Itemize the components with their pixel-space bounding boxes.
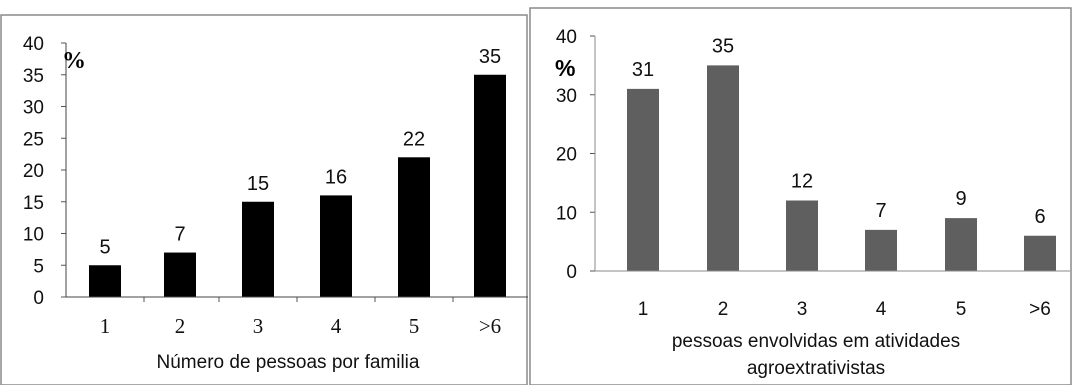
right-y-tick-label: 20	[556, 145, 577, 166]
right-x-axis-label-line-2: agroextrativistas	[747, 358, 885, 379]
right-data-label: 12	[791, 171, 813, 193]
left-chart-panel: 0 5 10 15 20 25 30 35 40 5 7 15 16 22 35 1 2 3 4 5 >6 % Nú…	[0, 0, 528, 385]
left-unit-label: %	[62, 48, 86, 74]
right-chart-border	[529, 7, 1072, 385]
right-bar-3	[786, 200, 818, 271]
left-chart: 0 5 10 15 20 25 30 35 40 5 7 15 16 22 35 1 2 3 4 5 >6 % Nú…	[0, 14, 528, 385]
left-y-tick-label: 25	[23, 129, 44, 150]
left-data-label: 5	[99, 236, 110, 258]
left-data-label: 7	[174, 224, 185, 246]
left-y-tick-label: 0	[33, 288, 44, 309]
left-category-label: 2	[175, 314, 186, 338]
right-x-axis-label-line-1: pessoas envolvidas em atividades	[672, 331, 960, 352]
left-x-axis-label: Número de pessoas por familia	[157, 352, 420, 373]
left-y-tick-label: 40	[23, 34, 44, 55]
left-y-tick-label: 35	[23, 66, 44, 87]
left-category-label: 5	[409, 314, 420, 338]
left-bar-5	[398, 157, 430, 297]
right-data-label: 35	[712, 35, 734, 57]
left-data-label: 22	[403, 128, 425, 150]
left-y-tick-label: 10	[23, 225, 44, 246]
right-bar-6	[1024, 235, 1056, 271]
left-data-label: 15	[247, 173, 269, 195]
left-y-tick-label: 5	[33, 256, 44, 277]
left-bar-3	[242, 201, 274, 297]
right-category-label: 5	[956, 299, 967, 320]
right-y-tick-label: 30	[556, 86, 577, 107]
left-category-label: >6	[479, 314, 501, 338]
left-category-label: 4	[331, 314, 342, 338]
right-bar-4	[865, 229, 897, 271]
left-category-label: 3	[253, 314, 264, 338]
left-y-tick-label: 30	[23, 98, 44, 119]
left-y-tick-label: 15	[23, 193, 44, 214]
right-y-tick-label: 40	[556, 27, 577, 48]
right-data-label: 6	[1034, 206, 1045, 228]
right-category-label: 2	[718, 299, 729, 320]
right-chart-panel: 0 10 20 30 40 31 35 12 7 9 6 1 2 3 4 5 >6 % pessoas en…	[529, 0, 1073, 385]
left-category-label: 1	[100, 314, 111, 338]
left-bar-2	[164, 252, 196, 297]
right-bar-5	[945, 218, 977, 271]
right-data-label: 7	[875, 200, 886, 222]
left-y-tick-label: 20	[23, 161, 44, 182]
right-category-label: 3	[797, 299, 808, 320]
left-bar-4	[320, 195, 352, 297]
right-bar-1	[627, 88, 659, 271]
left-data-label: 16	[325, 166, 347, 188]
right-category-label: 1	[638, 299, 649, 320]
left-data-label: 35	[479, 46, 501, 68]
right-category-label: >6	[1029, 299, 1051, 320]
right-data-label: 9	[955, 188, 966, 210]
left-bar-1	[89, 265, 121, 297]
right-y-tick-label: 10	[556, 203, 577, 224]
right-unit-label: %	[555, 55, 575, 81]
right-bar-2	[707, 65, 739, 271]
right-y-tick-label: 0	[566, 262, 577, 283]
left-bar-6	[474, 74, 506, 297]
left-chart-border	[0, 14, 528, 385]
right-data-label: 31	[632, 59, 654, 81]
right-category-label: 4	[876, 299, 887, 320]
